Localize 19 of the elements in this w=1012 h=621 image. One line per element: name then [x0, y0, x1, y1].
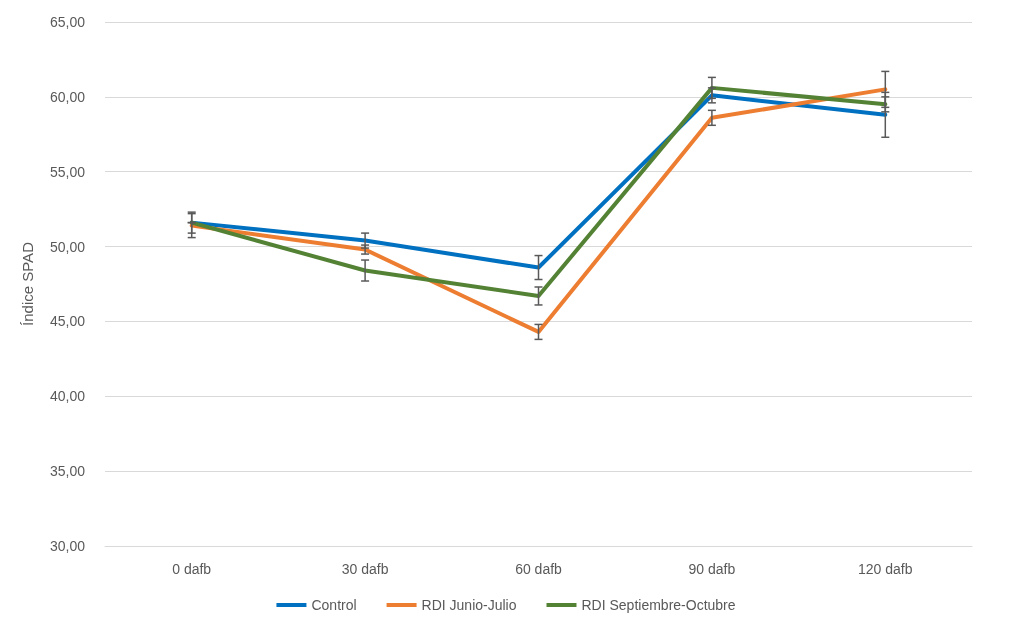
legend-label: RDI Septiembre-Octubre [581, 597, 736, 613]
x-tick-label: 60 dafb [515, 561, 563, 577]
legend-label: Control [311, 597, 357, 613]
y-tick-label: 60,00 [49, 88, 86, 105]
line-series [189, 87, 888, 334]
y-tick-label: 50,00 [49, 238, 86, 255]
y-axis-title: Índice SPAD [19, 241, 36, 326]
y-tick-label: 40,00 [49, 388, 86, 405]
y-tick-label: 30,00 [49, 538, 86, 554]
y-tick-label: 65,00 [49, 14, 86, 30]
x-tick-label: 90 dafb [688, 561, 736, 577]
x-tick-label: 120 dafb [858, 561, 913, 577]
y-tick-label: 45,00 [49, 313, 86, 330]
x-tick-label: 30 dafb [341, 561, 389, 577]
x-tick-label: 0 dafb [172, 561, 212, 577]
line-series [189, 85, 888, 298]
legend-label: RDI Junio-Julio [421, 597, 517, 613]
y-tick-label: 55,00 [49, 163, 86, 180]
y-tick-label: 35,00 [49, 463, 86, 480]
